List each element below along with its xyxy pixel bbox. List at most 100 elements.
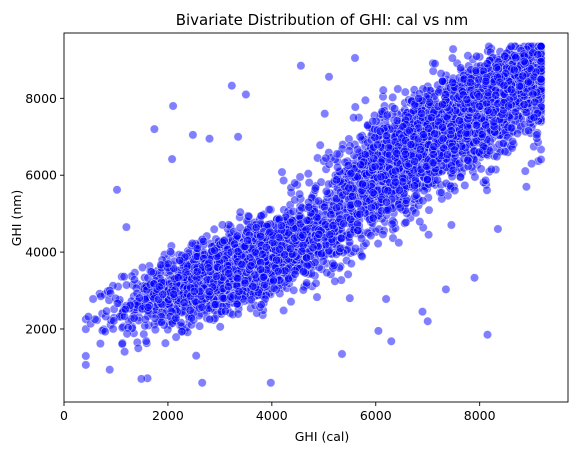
data-point [388,92,398,102]
data-point [185,305,195,315]
data-point [442,150,452,160]
data-point [298,230,308,240]
data-point [508,137,518,147]
data-point [392,158,402,168]
data-point [356,160,366,170]
data-point [390,166,400,176]
data-point [414,93,424,103]
data-point [425,97,435,107]
data-point [436,69,446,79]
data-point [312,292,322,302]
data-point [357,179,367,189]
data-point [169,289,179,299]
data-point [347,191,357,201]
data-point [424,230,434,240]
data-point [157,317,167,327]
data-point [129,313,139,323]
data-point [428,66,438,76]
data-point [259,280,269,290]
data-point [436,188,446,198]
data-point [158,289,168,299]
data-point [256,211,266,221]
data-point [462,121,472,131]
data-point [179,298,189,308]
data-point [314,229,324,239]
data-point [470,172,480,182]
data-point [81,360,91,370]
data-point [102,306,112,316]
data-point [311,278,321,288]
data-point [211,271,221,281]
data-point [438,134,448,144]
data-point [138,262,148,272]
data-point [404,126,414,136]
data-point [163,259,173,269]
data-point [187,313,197,323]
data-point [219,236,229,246]
data-point [143,302,153,312]
data-point [393,84,403,94]
data-point [335,243,345,253]
data-point [395,203,405,213]
data-point [100,327,110,337]
data-point [303,169,313,179]
data-point [233,273,243,283]
data-point [343,269,353,279]
data-point [372,140,382,150]
data-point [430,59,440,69]
data-point [141,336,151,346]
data-point [429,129,439,139]
data-point [250,247,260,257]
data-point [401,217,411,227]
data-point [175,255,185,265]
data-point [205,287,215,297]
data-point [272,255,282,265]
data-point [329,260,339,270]
data-point [264,205,274,215]
data-point [486,164,496,174]
data-point [523,126,533,136]
data-point [331,175,341,185]
data-point [298,267,308,277]
data-point [344,183,354,193]
data-point [211,299,221,309]
data-point [234,286,244,296]
data-point [492,152,502,162]
data-point [298,285,308,295]
chart-title: Bivariate Distribution of GHI: cal vs nm [176,11,469,29]
data-point [318,256,328,266]
data-point [368,213,378,223]
data-point [240,278,250,288]
data-point [154,282,164,292]
data-point [482,185,492,195]
data-point [308,243,318,253]
data-point [328,221,338,231]
data-point [189,286,199,296]
data-point [277,167,287,177]
data-point [297,246,307,256]
data-point [290,269,300,279]
data-point [376,172,386,182]
data-point [390,177,400,187]
data-point [477,130,487,140]
data-point [378,229,388,239]
data-point [192,267,202,277]
data-point [224,268,234,278]
data-point [237,259,247,269]
data-point [418,196,428,206]
data-point [417,109,427,119]
data-point [333,162,343,172]
data-point [192,243,202,253]
data-point [134,293,144,303]
data-point [455,172,465,182]
data-point [410,181,420,191]
data-point [321,186,331,196]
data-point [520,166,530,176]
data-point [357,252,367,262]
data-point [366,231,376,241]
data-point [160,338,170,348]
data-point [295,189,305,199]
data-point [368,116,378,126]
data-point [406,140,416,150]
